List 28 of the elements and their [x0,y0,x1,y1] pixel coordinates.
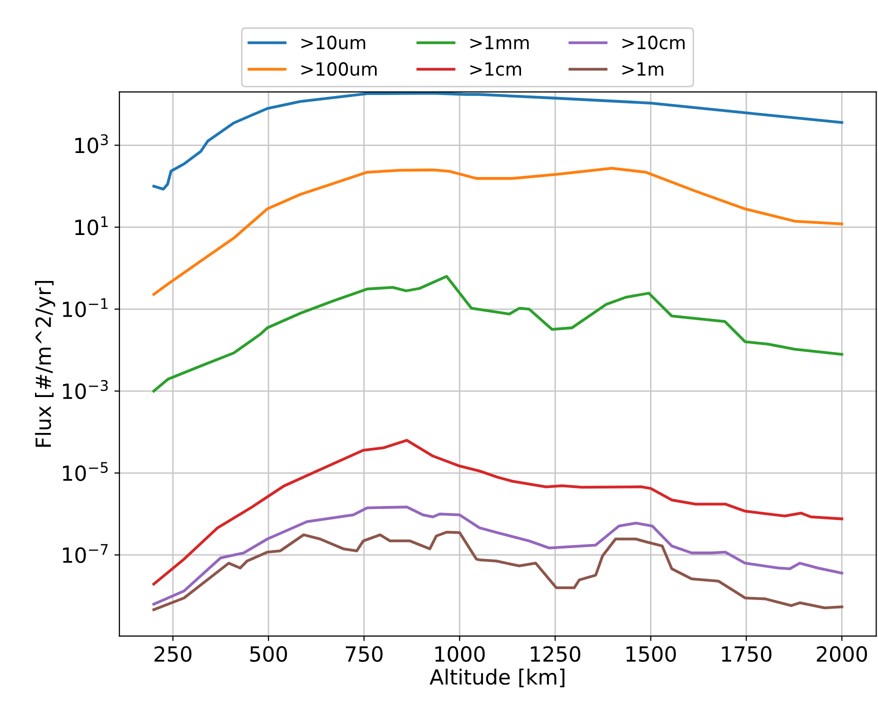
y-tick-label: 10$^{−5}$ [63,462,108,482]
line-series [152,92,844,191]
x-tick-label: 1250 [530,646,580,662]
legend-label: >1cm [470,62,522,76]
y-tick-label: 10$^{−3}$ [63,380,108,400]
y-tick-label: 10$^{1}$ [75,216,108,236]
legend-label: >100um [301,62,377,76]
x-tick-label: 1000 [435,646,485,662]
legend-label: >10um [301,36,366,50]
x-tick-label: 250 [154,646,192,662]
x-tick-label: 500 [250,646,287,662]
x-axis-title: Altitude [km] [430,668,564,688]
x-tick-label: 750 [346,646,383,662]
y-tick-label: 10$^{3}$ [75,134,108,154]
line-series [152,506,844,606]
line-series [152,275,844,392]
legend-label: >1mm [470,36,529,50]
x-tick-label: 1750 [722,646,772,662]
line-series [152,530,844,612]
y-axis-title: Flux [#/m^2/yr] [35,280,56,447]
legend-label: >1m [622,62,664,76]
y-tick-label: 10$^{−7}$ [63,544,108,564]
line-series [152,438,844,586]
legend-label: >10cm [622,36,685,50]
x-tick-label: 2000 [816,646,867,662]
x-tick-label: 1500 [626,646,676,662]
y-tick-label: 10$^{−1}$ [63,298,108,318]
line-series [152,166,844,296]
